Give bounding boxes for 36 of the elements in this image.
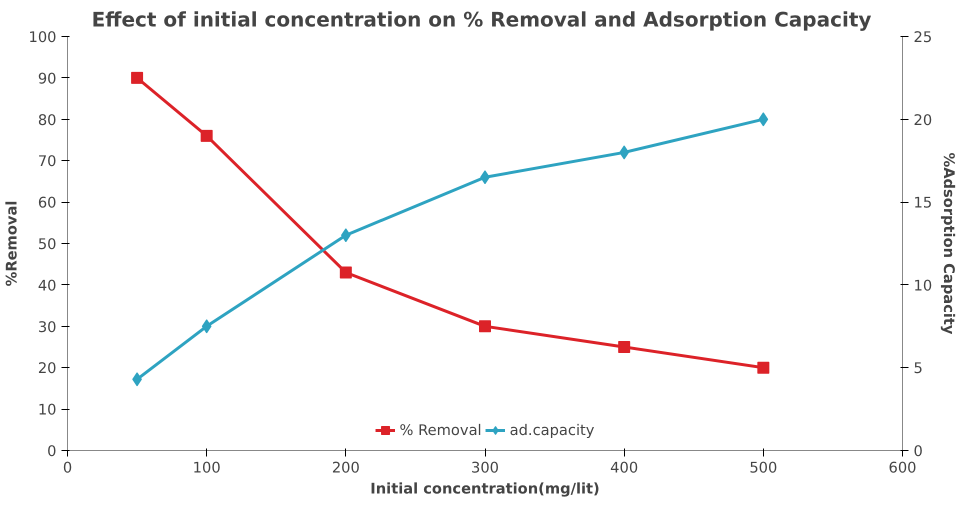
- point: [757, 362, 770, 374]
- legend-label: ad.capacity: [510, 422, 594, 438]
- y2-tick-label: 25: [914, 29, 932, 46]
- y2-axis-title: %Adsorption Capacity: [940, 152, 958, 335]
- y-tick-label: 100: [28, 29, 57, 46]
- y-tick-label: 90: [38, 70, 57, 88]
- y2-tick-label: 5: [914, 360, 923, 378]
- x-tick-label: 400: [610, 460, 638, 476]
- y2-tick-label: 0: [914, 443, 923, 460]
- y-tick-label: 70: [38, 153, 57, 170]
- point: [200, 130, 213, 142]
- x-axis-title: Initial concentration(mg/lit): [370, 480, 600, 498]
- y-tick-label: 60: [38, 194, 57, 212]
- y-tick-label: 10: [38, 402, 57, 419]
- y2-tick-label: 15: [914, 194, 932, 212]
- y-tick-label: 0: [47, 443, 57, 460]
- y-tick-label: 40: [38, 277, 57, 294]
- x-tick-label: 200: [332, 460, 360, 476]
- point: [340, 266, 352, 278]
- y-tick-label: 80: [38, 112, 57, 129]
- y-tick-label: 30: [38, 318, 57, 336]
- x-tick-label: 600: [888, 460, 916, 476]
- point: [479, 320, 491, 332]
- legend-label: % Removal: [400, 422, 482, 438]
- y2-tick-label: 20: [914, 112, 932, 129]
- point: [131, 72, 144, 84]
- x-tick-label: 100: [192, 460, 221, 476]
- y-tick-label: 20: [38, 360, 57, 378]
- x-tick-label: 300: [471, 460, 499, 476]
- point: [618, 341, 630, 353]
- x-tick-label: 0: [62, 460, 72, 476]
- y-tick-label: 50: [38, 236, 57, 253]
- y-axis-title: %Removal: [4, 200, 21, 286]
- x-tick-label: 500: [749, 460, 778, 476]
- y2-tick-label: 10: [914, 277, 932, 294]
- chart-title: Effect of initial concentration on % Removal and Adsorption Capacity: [92, 8, 872, 32]
